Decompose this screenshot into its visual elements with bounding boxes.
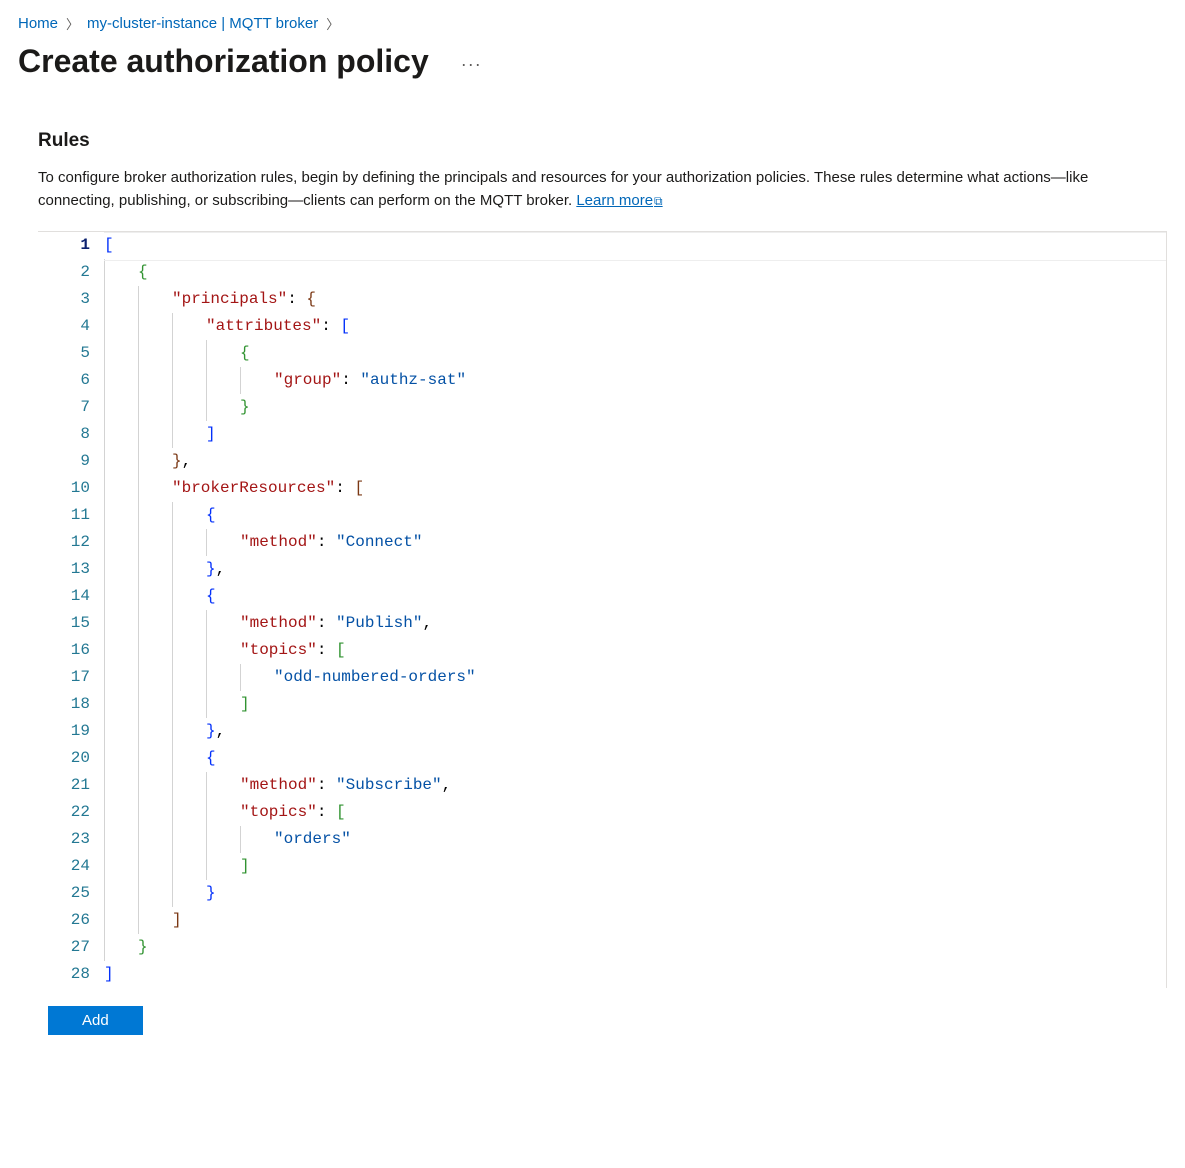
breadcrumb: Home 〉 my-cluster-instance | MQTT broker… [18, 14, 1167, 33]
rules-section: Rules To configure broker authorization … [38, 130, 1167, 1035]
section-heading-rules: Rules [38, 130, 1167, 152]
editor-code-area[interactable]: [{"principals": {"attributes": [{"group"… [104, 232, 1166, 988]
more-actions-button[interactable]: ··· [455, 52, 488, 77]
page-title: Create authorization policy [18, 43, 429, 80]
learn-more-link[interactable]: Learn more⧉ [576, 192, 662, 209]
add-button[interactable]: Add [48, 1006, 143, 1035]
breadcrumb-item-home[interactable]: Home [18, 15, 58, 32]
chevron-right-icon: 〉 [66, 14, 79, 33]
external-link-icon: ⧉ [654, 194, 663, 208]
section-description: To configure broker authorization rules,… [38, 166, 1167, 213]
page-title-row: Create authorization policy ··· [18, 43, 1167, 80]
editor-gutter: 1234567891011121314151617181920212223242… [38, 232, 104, 988]
chevron-right-icon: 〉 [326, 14, 339, 33]
json-editor[interactable]: 1234567891011121314151617181920212223242… [38, 231, 1167, 988]
breadcrumb-item-cluster[interactable]: my-cluster-instance | MQTT broker [87, 15, 318, 32]
